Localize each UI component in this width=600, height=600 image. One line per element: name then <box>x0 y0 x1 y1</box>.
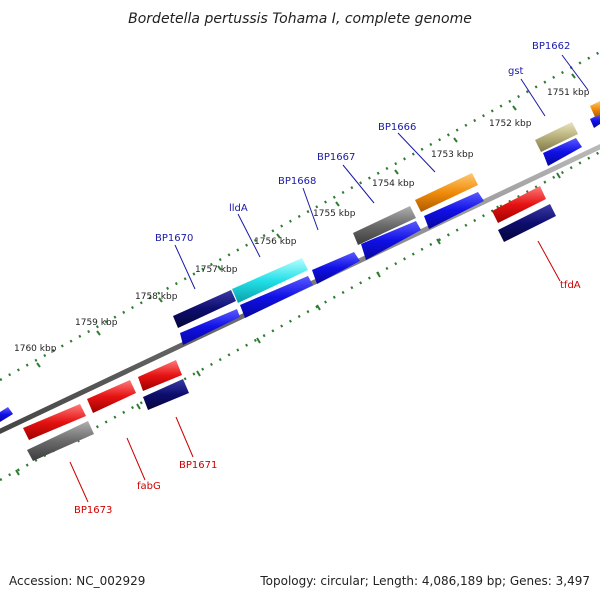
gene-label-BP1667: BP1667 <box>317 152 355 163</box>
gene-arrow <box>180 309 240 345</box>
genome-summary-text: Topology: circular; Length: 4,086,189 bp… <box>259 574 590 588</box>
tick-label: 1755 kbp <box>313 209 356 219</box>
gene-label-BP1662: BP1662 <box>532 41 570 52</box>
gene-arrow <box>232 258 308 303</box>
gene-arrow <box>361 221 421 260</box>
gene-arrow <box>590 101 600 117</box>
gene-label-BP1671: BP1671 <box>179 460 217 471</box>
gene-arrow <box>87 380 136 413</box>
tick-label: 1756 kbp <box>254 237 297 247</box>
tick-label: 1751 kbp <box>547 88 590 98</box>
gene-label-BP1670: BP1670 <box>155 233 193 244</box>
outer-major-ticks <box>36 73 576 368</box>
gene-label-fabG: fabG <box>137 481 161 492</box>
tick-label: 1758 kbp <box>135 292 178 302</box>
gene-arrow <box>240 276 313 318</box>
gene-arrow <box>312 252 360 284</box>
tick-label: 1757 kbp <box>195 265 238 275</box>
gene-arrow <box>173 290 236 328</box>
gene-label-lldA: lldA <box>229 203 248 214</box>
gene-label-BP1673: BP1673 <box>74 505 112 516</box>
tick-label: 1759 kbp <box>75 318 118 328</box>
gene-arrow <box>535 122 578 152</box>
gene-label-BP1666: BP1666 <box>378 122 416 133</box>
label-leaders <box>69 54 589 503</box>
gene-arrow <box>543 138 582 166</box>
gene-arrow <box>415 173 478 212</box>
gene-arrow <box>27 421 94 461</box>
gene-arrow <box>498 204 556 242</box>
accession-text: Accession: NC_002929 <box>9 574 145 588</box>
inner-tick-ring <box>0 150 600 482</box>
tick-label: 1754 kbp <box>372 179 415 189</box>
gene-arrow <box>138 360 182 391</box>
outer-row-genes <box>173 101 600 328</box>
gene-arrow <box>0 407 13 422</box>
gene-arrow <box>353 206 416 245</box>
gene-arrow <box>143 379 189 410</box>
gene-arrow <box>424 192 484 229</box>
gene-label-gst: gst <box>508 66 524 77</box>
gene-label-BP1668: BP1668 <box>278 176 316 187</box>
gene-arrow <box>23 404 86 440</box>
gene-arrow <box>590 114 600 128</box>
tick-label: 1760 kbp <box>14 344 57 354</box>
tick-label: 1752 kbp <box>489 119 532 129</box>
outer-tick-ring <box>0 50 600 382</box>
tick-label: 1753 kbp <box>431 150 474 160</box>
forward-strand-genes <box>0 114 600 422</box>
gene-label-tfdA: tfdA <box>560 280 581 291</box>
gene-arrow <box>492 186 546 223</box>
map-title: Bordetella pertussis Tohama I, complete … <box>128 11 472 27</box>
reverse-strand-genes <box>23 186 556 461</box>
